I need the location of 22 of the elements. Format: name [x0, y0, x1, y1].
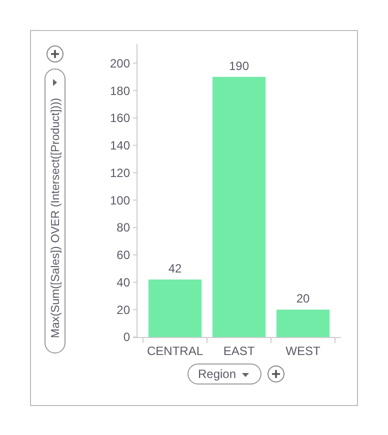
y-tick-label: 20	[116, 302, 130, 317]
data-label: 42	[168, 261, 182, 276]
y-tick-label: 100	[110, 193, 130, 208]
bar	[148, 279, 202, 337]
y-tick-label: 120	[110, 166, 130, 180]
y-tick-label: 180	[110, 84, 130, 98]
y-tick-label: 60	[116, 248, 130, 262]
y-tick-label: 200	[110, 56, 130, 70]
y-tick-label: 140	[110, 138, 130, 153]
y-tick-label: 160	[110, 111, 130, 126]
x-tick-label: WEST	[286, 344, 321, 358]
x-tick-label: CENTRAL	[146, 344, 204, 358]
x-tick-label: EAST	[223, 344, 256, 358]
x-axis-title: Region	[198, 367, 236, 381]
y-axis-title: Max(Sum([Sales]) OVER (Intersect([Product])))	[50, 98, 62, 338]
data-label: 20	[296, 292, 310, 306]
y-tick-label: 0	[123, 330, 130, 344]
y-tick-label: 40	[116, 275, 130, 290]
bar	[276, 310, 330, 337]
data-label: 190	[228, 58, 250, 73]
y-tick-label: 80	[116, 220, 130, 235]
bar	[212, 76, 266, 337]
